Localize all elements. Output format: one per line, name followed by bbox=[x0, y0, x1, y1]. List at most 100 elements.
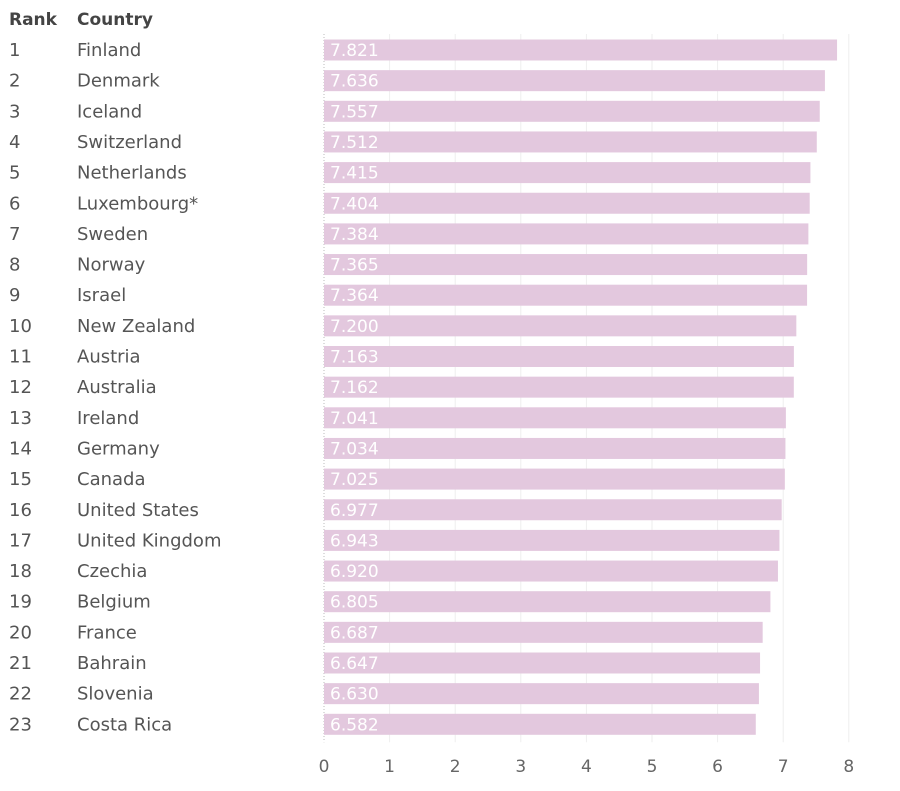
country-label: Czechia bbox=[77, 561, 147, 582]
x-tick-label: 4 bbox=[581, 757, 592, 777]
rank-label: 22 bbox=[9, 684, 32, 705]
country-label: Luxembourg* bbox=[77, 193, 198, 214]
rank-label: 11 bbox=[9, 347, 32, 368]
bar bbox=[324, 437, 786, 459]
country-label: Costa Rica bbox=[77, 714, 172, 735]
bar bbox=[324, 683, 759, 705]
value-label: 7.821 bbox=[330, 41, 379, 61]
rank-label: 16 bbox=[9, 500, 32, 521]
bar bbox=[324, 100, 820, 122]
rank-label: 7 bbox=[9, 224, 20, 245]
value-label: 6.805 bbox=[330, 593, 379, 613]
x-tick-label: 2 bbox=[450, 757, 461, 777]
country-label: Canada bbox=[77, 469, 146, 490]
value-label: 7.034 bbox=[330, 439, 379, 459]
country-label: Germany bbox=[77, 438, 160, 459]
x-tick-label: 7 bbox=[778, 757, 789, 777]
bar bbox=[324, 376, 794, 398]
rank-label: 13 bbox=[9, 408, 32, 429]
bar bbox=[324, 39, 838, 61]
bar bbox=[324, 315, 797, 337]
rank-label: 6 bbox=[9, 193, 20, 214]
country-label: Norway bbox=[77, 255, 146, 276]
country-label: United Kingdom bbox=[77, 530, 221, 551]
value-label: 7.636 bbox=[330, 72, 379, 92]
rank-label: 17 bbox=[9, 530, 32, 551]
bar bbox=[324, 346, 794, 367]
country-label: Bahrain bbox=[77, 653, 147, 674]
value-label: 6.647 bbox=[330, 654, 379, 674]
rank-label: 12 bbox=[9, 377, 32, 398]
bar bbox=[324, 407, 786, 429]
country-label: New Zealand bbox=[77, 316, 195, 337]
rank-label: 19 bbox=[9, 592, 32, 613]
country-label: United States bbox=[77, 500, 199, 521]
value-label: 7.364 bbox=[330, 286, 379, 306]
rank-label: 9 bbox=[9, 285, 20, 306]
value-label: 7.404 bbox=[330, 194, 379, 214]
x-tick-label: 1 bbox=[384, 757, 395, 777]
value-label: 7.163 bbox=[330, 348, 379, 368]
bar bbox=[324, 713, 756, 735]
bar bbox=[324, 70, 825, 92]
bar bbox=[324, 284, 808, 306]
country-label: Denmark bbox=[77, 71, 160, 92]
value-label: 6.977 bbox=[330, 501, 379, 521]
rank-label: 4 bbox=[9, 132, 20, 153]
value-label: 7.415 bbox=[330, 164, 379, 184]
x-tick-label: 3 bbox=[515, 757, 526, 777]
rank-label: 10 bbox=[9, 316, 32, 337]
rank-label: 21 bbox=[9, 653, 32, 674]
bar bbox=[324, 560, 778, 582]
rank-label: 14 bbox=[9, 438, 32, 459]
country-label: Belgium bbox=[77, 592, 151, 613]
country-label: Finland bbox=[77, 40, 141, 61]
rank-label: 3 bbox=[9, 101, 20, 122]
rank-label: 20 bbox=[9, 622, 32, 643]
bar bbox=[324, 621, 763, 643]
bar bbox=[324, 162, 811, 184]
country-header: Country bbox=[77, 10, 153, 30]
bar bbox=[324, 131, 817, 153]
rank-label: 15 bbox=[9, 469, 32, 490]
value-label: 7.384 bbox=[330, 225, 379, 245]
bar bbox=[324, 652, 761, 674]
country-label: France bbox=[77, 622, 137, 643]
bar bbox=[324, 499, 782, 521]
value-label: 7.162 bbox=[330, 378, 379, 398]
x-tick-label: 5 bbox=[647, 757, 658, 777]
value-label: 6.687 bbox=[330, 623, 379, 643]
value-label: 7.365 bbox=[330, 256, 379, 276]
value-label: 7.512 bbox=[330, 133, 379, 153]
value-label: 6.630 bbox=[330, 685, 379, 705]
value-label: 7.041 bbox=[330, 409, 379, 429]
rank-label: 8 bbox=[9, 255, 20, 276]
bar bbox=[324, 529, 780, 551]
value-label: 6.920 bbox=[330, 562, 379, 582]
bar bbox=[324, 223, 809, 245]
rank-header: Rank bbox=[9, 10, 57, 30]
country-label: Sweden bbox=[77, 224, 148, 245]
value-label: 6.582 bbox=[330, 715, 379, 735]
country-label: Ireland bbox=[77, 408, 139, 429]
x-tick-label: 0 bbox=[319, 757, 330, 777]
country-label: Slovenia bbox=[77, 684, 154, 705]
value-label: 7.557 bbox=[330, 102, 379, 122]
rank-label: 2 bbox=[9, 71, 20, 92]
bar bbox=[324, 192, 810, 214]
rank-label: 18 bbox=[9, 561, 32, 582]
value-label: 6.943 bbox=[330, 531, 379, 551]
bar bbox=[324, 468, 785, 490]
rank-label: 23 bbox=[9, 714, 32, 735]
value-label: 7.200 bbox=[330, 317, 379, 337]
country-label: Austria bbox=[77, 347, 141, 368]
country-label: Iceland bbox=[77, 101, 142, 122]
x-tick-label: 6 bbox=[712, 757, 723, 777]
value-label: 7.025 bbox=[330, 470, 379, 490]
country-label: Netherlands bbox=[77, 163, 187, 184]
bar bbox=[324, 254, 808, 276]
rank-label: 1 bbox=[9, 40, 20, 61]
country-label: Switzerland bbox=[77, 132, 182, 153]
x-tick-label: 8 bbox=[843, 757, 854, 777]
